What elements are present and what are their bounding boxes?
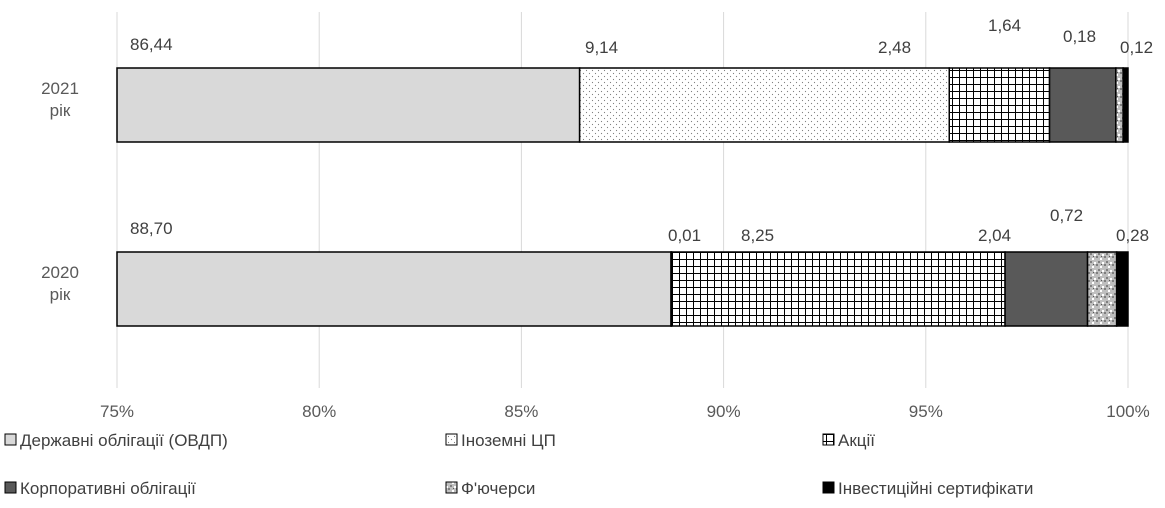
bar-segment-gov_bonds-1 (116, 251, 672, 327)
bar-segment-foreign_securities-0 (578, 67, 951, 143)
data-label-corporate_bonds-0: 1,64 (988, 16, 1021, 35)
bars (116, 67, 1129, 327)
bar-segment-investment_certificates-0 (1122, 67, 1129, 143)
x-tick-label: 95% (909, 402, 943, 421)
legend-label: Інвестиційні сертифікати (838, 479, 1033, 498)
data-label-gov_bonds-0: 86,44 (130, 35, 173, 54)
bar-segment-futures-1 (1086, 251, 1118, 327)
legend-item-foreign_securities: Іноземні ЦП (445, 431, 556, 450)
legend-item-investment_certificates: Інвестиційні сертифікати (822, 479, 1033, 498)
data-label-investment_certificates-1: 0,28 (1116, 226, 1149, 245)
legend-swatch (4, 433, 17, 446)
legend-swatch (445, 481, 458, 494)
data-label-shares-0: 2,48 (878, 38, 911, 57)
data-label-foreign_securities-0: 9,14 (585, 38, 618, 57)
data-labels: 86,44 9,14 2,48 1,64 0,18 0,12 88,70 0,01 8,25 2,… (130, 16, 1153, 245)
legend-swatch (4, 481, 17, 494)
bar-segment-investment_certificates-1 (1115, 251, 1129, 327)
data-label-corporate_bonds-1: 2,04 (978, 226, 1011, 245)
data-label-foreign_securities-1: 0,01 (668, 226, 701, 245)
legend-item-futures: Ф'ючерси (445, 479, 535, 498)
legend-swatch (822, 433, 835, 446)
bar-segment-gov_bonds-0 (116, 67, 581, 143)
x-tick-label: 90% (707, 402, 741, 421)
legend: Державні облігації (ОВДП) Іноземні ЦП Акці… (4, 431, 1033, 498)
x-tick-label: 80% (302, 402, 336, 421)
category-label: 2020 рік (41, 263, 79, 304)
bar-segment-shares-0 (948, 67, 1051, 143)
x-tick-label: 75% (100, 402, 134, 421)
data-label-futures-1: 0,72 (1050, 206, 1083, 225)
data-label-gov_bonds-1: 88,70 (130, 219, 173, 238)
legend-label: Корпоративні облігації (20, 479, 196, 498)
bar-segment-futures-0 (1115, 67, 1124, 143)
bar-segment-corporate_bonds-1 (1004, 251, 1089, 327)
legend-swatch (822, 481, 835, 494)
legend-item-gov_bonds: Державні облігації (ОВДП) (4, 431, 228, 450)
legend-item-shares: Акції (822, 431, 875, 450)
x-axis: 75% 80% 85% 90% 95% 100% (100, 402, 1150, 421)
bar-segment-corporate_bonds-0 (1048, 67, 1117, 143)
y-axis-categories: 2021 рік 2020 рік (41, 79, 79, 304)
data-label-shares-1: 8,25 (741, 226, 774, 245)
category-label: 2021 рік (41, 79, 79, 120)
x-tick-label: 85% (504, 402, 538, 421)
data-label-futures-0: 0,18 (1063, 27, 1096, 46)
legend-label: Акції (838, 431, 875, 450)
bar-segment-shares-1 (670, 251, 1006, 327)
data-label-investment_certificates-0: 0,12 (1120, 38, 1153, 57)
legend-item-corporate_bonds: Корпоративні облігації (4, 479, 196, 498)
x-tick-label: 100% (1106, 402, 1149, 421)
legend-label: Державні облігації (ОВДП) (20, 431, 228, 450)
legend-label: Іноземні ЦП (461, 431, 556, 450)
legend-label: Ф'ючерси (461, 479, 535, 498)
legend-swatch (445, 433, 458, 446)
